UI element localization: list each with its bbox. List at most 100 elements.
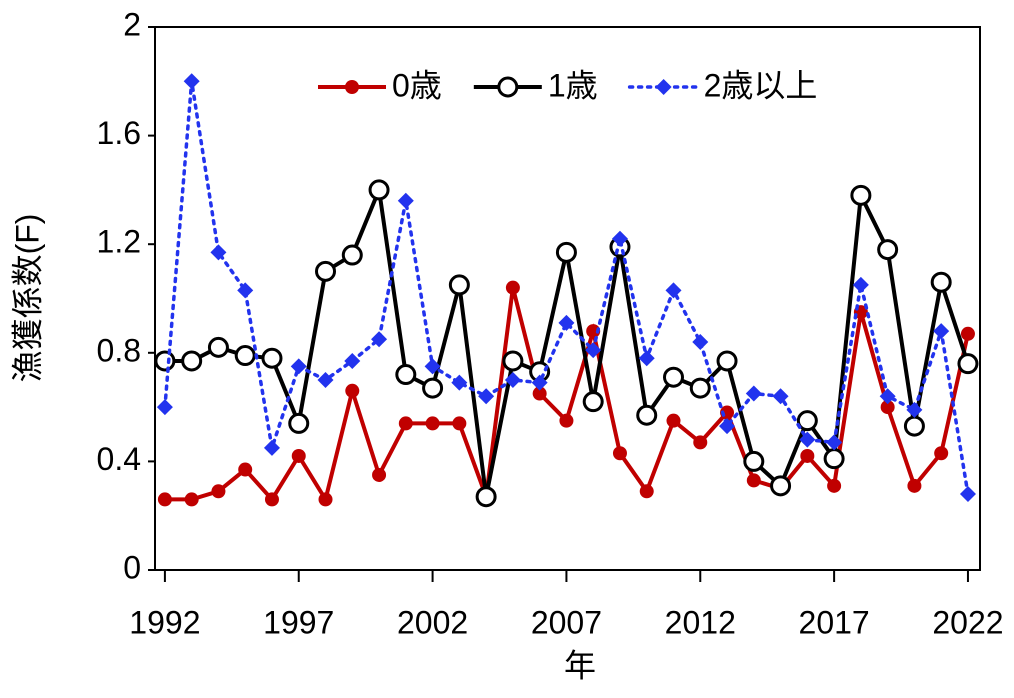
point: [636, 404, 658, 426]
x-tick-label: 1997: [263, 604, 334, 640]
point: [263, 439, 280, 456]
point: [290, 358, 307, 375]
y-tick-label: 2: [123, 6, 141, 42]
point: [397, 192, 414, 209]
point: [288, 412, 310, 434]
point: [291, 448, 306, 463]
legend-marker: [497, 76, 519, 98]
y-tick-label: 0.4: [97, 441, 141, 477]
point: [799, 431, 816, 448]
point: [504, 371, 521, 388]
y-tick-label: 1.6: [97, 115, 141, 151]
point: [181, 350, 203, 372]
point: [234, 345, 256, 367]
point: [879, 388, 896, 405]
point: [689, 377, 711, 399]
point: [448, 274, 470, 296]
y-tick-label: 0: [123, 549, 141, 585]
point: [344, 352, 361, 369]
point: [371, 331, 388, 348]
point: [315, 260, 337, 282]
point: [156, 399, 173, 416]
series-line: [164, 182, 970, 498]
point: [665, 282, 682, 299]
point: [555, 241, 577, 263]
point: [693, 435, 708, 450]
point: [261, 347, 283, 369]
point: [238, 462, 253, 477]
point: [903, 415, 925, 437]
point: [398, 416, 413, 431]
x-axis-label: 年: [564, 647, 596, 683]
legend-label: 0歳: [392, 67, 442, 103]
point: [345, 383, 360, 398]
point: [210, 244, 227, 261]
point: [368, 179, 390, 201]
point: [880, 400, 895, 415]
point: [372, 467, 387, 482]
x-tick-label: 1992: [129, 604, 200, 640]
point: [183, 73, 200, 90]
x-tick-label: 2007: [531, 604, 602, 640]
point: [531, 374, 548, 391]
point: [957, 353, 979, 375]
point: [826, 434, 843, 451]
point: [666, 413, 681, 428]
point: [772, 388, 789, 405]
point: [827, 478, 842, 493]
point: [157, 492, 172, 507]
legend-label: 2歳以上: [704, 67, 818, 103]
point: [341, 244, 363, 266]
point: [743, 450, 765, 472]
point: [611, 230, 628, 247]
point: [933, 323, 950, 340]
point: [452, 416, 467, 431]
x-tick-label: 2012: [665, 604, 736, 640]
point: [211, 484, 226, 499]
point: [395, 364, 417, 386]
point: [559, 413, 574, 428]
point: [906, 401, 923, 418]
legend-marker: [345, 80, 359, 94]
point: [638, 350, 655, 367]
point: [532, 386, 547, 401]
point: [422, 377, 444, 399]
point: [796, 410, 818, 432]
point: [800, 448, 815, 463]
point: [318, 492, 333, 507]
point: [745, 385, 762, 402]
point: [639, 484, 654, 499]
point: [692, 333, 709, 350]
point: [207, 336, 229, 358]
legend-marker: [655, 79, 672, 95]
point: [184, 492, 199, 507]
point: [558, 314, 575, 331]
series-line: [163, 81, 970, 496]
point: [586, 324, 601, 339]
point: [663, 366, 685, 388]
point: [478, 388, 495, 405]
point: [746, 473, 761, 488]
x-tick-label: 2017: [799, 604, 870, 640]
point: [934, 446, 949, 461]
point: [264, 492, 279, 507]
legend-label: 1歳: [548, 67, 598, 103]
point: [582, 391, 604, 413]
point: [424, 358, 441, 375]
point: [451, 374, 468, 391]
point: [154, 350, 176, 372]
x-tick-label: 2002: [397, 604, 468, 640]
y-tick-label: 0.8: [97, 332, 141, 368]
point: [502, 350, 524, 372]
point: [852, 276, 869, 293]
y-tick-label: 1.2: [97, 224, 141, 260]
point: [823, 448, 845, 470]
y-axis-label: 漁獲係数(F): [9, 214, 45, 383]
point: [475, 486, 497, 508]
point: [960, 326, 975, 341]
point: [959, 485, 976, 502]
point: [850, 184, 872, 206]
point: [505, 280, 520, 295]
point: [770, 475, 792, 497]
